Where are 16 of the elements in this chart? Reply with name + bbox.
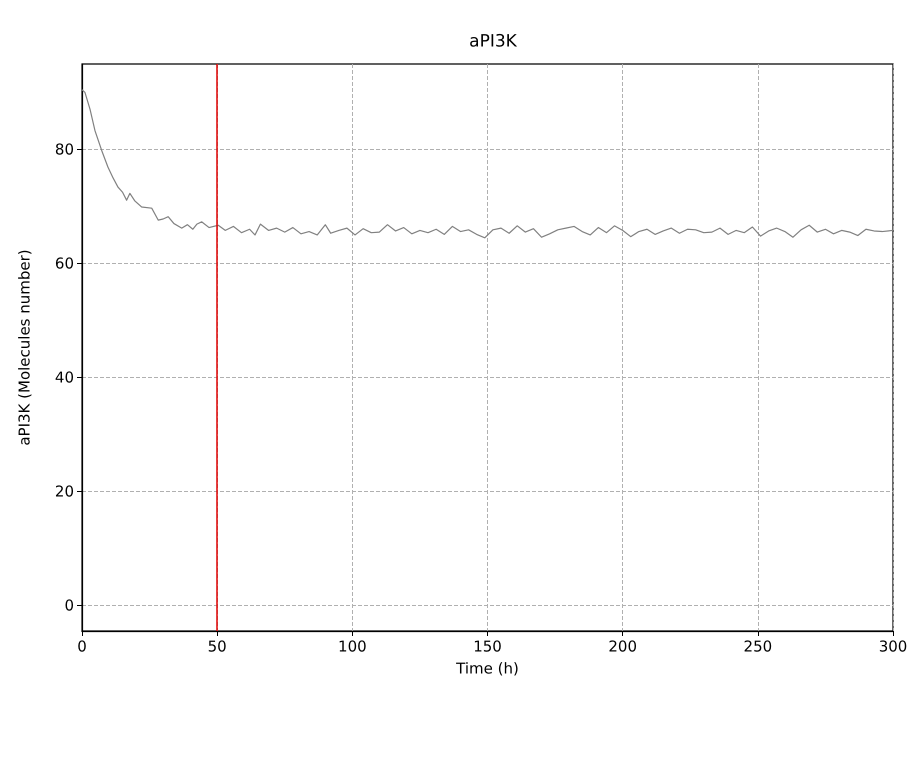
line-series bbox=[81, 89, 894, 238]
x-tick-label: 50 bbox=[208, 638, 227, 656]
x-tick-label: 150 bbox=[473, 638, 502, 656]
x-tick-label: 200 bbox=[608, 638, 637, 656]
y-tick-label: 40 bbox=[54, 368, 74, 386]
x-tick-label: 250 bbox=[744, 638, 772, 656]
y-tick-label: 20 bbox=[54, 482, 74, 500]
chart-title: aPI3K bbox=[469, 32, 518, 52]
y-tick-label: 60 bbox=[54, 254, 74, 272]
y-tick-label: 0 bbox=[64, 596, 74, 614]
x-tick-label: 300 bbox=[878, 638, 908, 656]
x-tick-label: 0 bbox=[77, 638, 87, 656]
x-axis-title: Time (h) bbox=[455, 660, 519, 678]
y-tick-label: 80 bbox=[54, 140, 74, 158]
x-tick-label: 100 bbox=[338, 638, 367, 656]
y-axis-title: aPI3K (Molecules number) bbox=[16, 249, 34, 446]
